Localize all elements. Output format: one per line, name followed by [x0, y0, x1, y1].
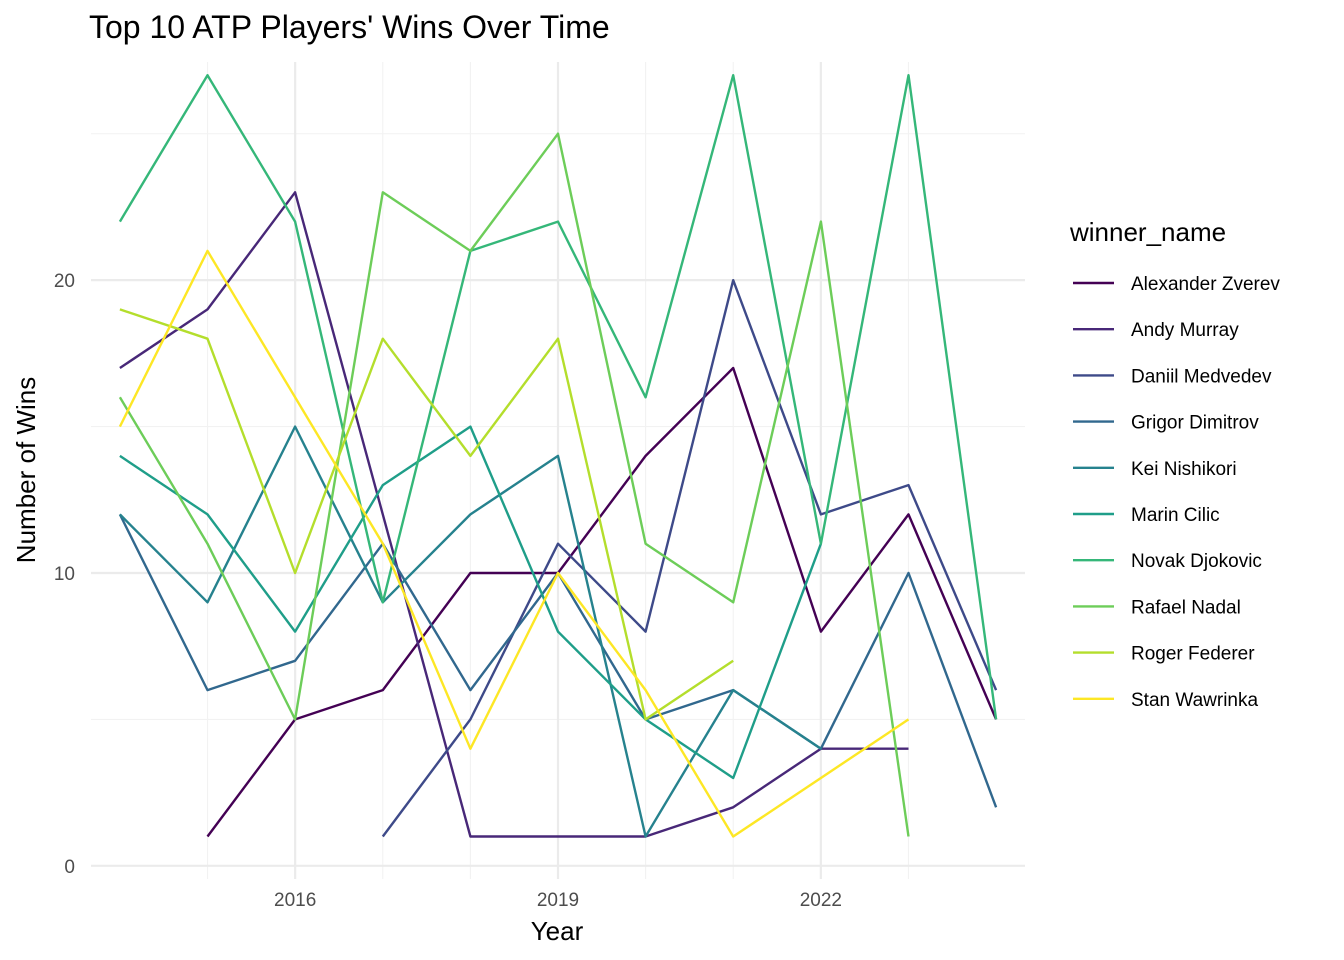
legend-label-daniil-medvedev: Daniil Medvedev — [1131, 366, 1272, 387]
x-tick-label: 2016 — [274, 890, 316, 911]
series-line-marin-cilic — [119, 425, 823, 780]
y-tick-label: 20 — [54, 271, 75, 292]
x-tick-label: 2019 — [537, 890, 579, 911]
legend-label-andy-murray: Andy Murray — [1131, 320, 1239, 341]
x-tick-label: 2022 — [800, 890, 842, 911]
legend: winner_name Alexander Zverev Andy Murray D… — [1069, 217, 1280, 711]
legend-label-rafael-nadal: Rafael Nadal — [1131, 597, 1241, 618]
legend-label-stan-wawrinka: Stan Wawrinka — [1131, 690, 1258, 711]
legend-label-kei-nishikori: Kei Nishikori — [1131, 459, 1237, 480]
series-line-stan-wawrinka — [118, 249, 910, 838]
chart-title: Top 10 ATP Players' Wins Over Time — [89, 9, 610, 45]
series-line-rafael-nadal — [118, 132, 910, 837]
series-line-daniil-medvedev — [381, 279, 998, 838]
series-line-alexander-zverev — [206, 366, 998, 838]
legend-label-grigor-dimitrov: Grigor Dimitrov — [1131, 413, 1259, 434]
y-tick-label: 0 — [64, 857, 75, 878]
y-axis-title: Number of Wins — [11, 377, 41, 563]
x-axis-title: Year — [531, 916, 584, 946]
y-axis-ticks: 0 10 20 — [54, 271, 75, 878]
legend-title: winner_name — [1069, 217, 1226, 247]
x-axis-ticks: 2016 2019 2022 — [274, 890, 842, 911]
legend-label-marin-cilic: Marin Cilic — [1131, 505, 1220, 526]
series-line-andy-murray — [119, 191, 909, 838]
grid-lines — [91, 62, 1025, 879]
legend-label-roger-federer: Roger Federer — [1131, 644, 1255, 665]
legend-label-novak-djokovic: Novak Djokovic — [1131, 551, 1262, 572]
y-tick-label: 10 — [54, 564, 75, 585]
series-lines — [118, 73, 998, 838]
legend-label-alexander-zverev: Alexander Zverev — [1131, 274, 1280, 295]
series-line-novak-djokovic — [118, 73, 998, 720]
series-line-roger-federer — [119, 308, 734, 721]
series-line-kei-nishikori — [119, 425, 822, 838]
legend-items: Alexander Zverev Andy Murray Daniil Medved… — [1073, 274, 1280, 711]
